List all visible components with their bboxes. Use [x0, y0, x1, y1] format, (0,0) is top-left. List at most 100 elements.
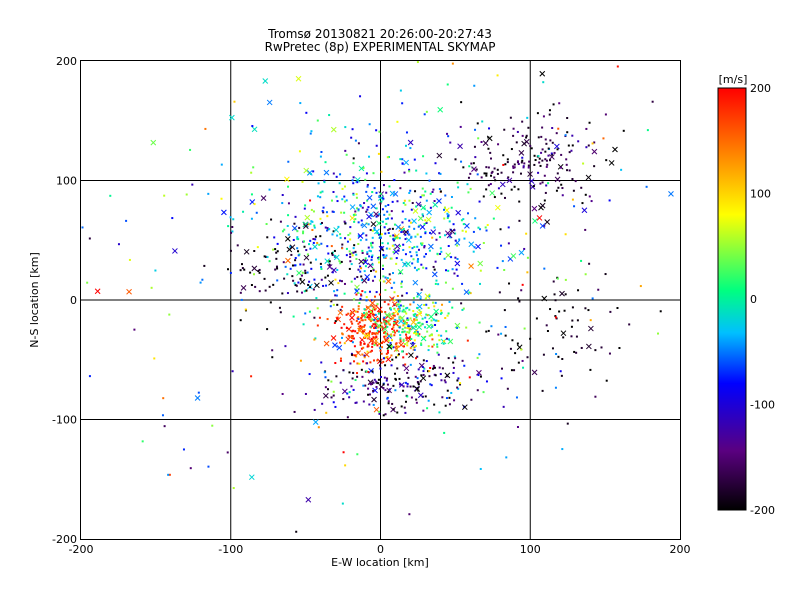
- data-point: [268, 188, 271, 191]
- data-point: [372, 279, 375, 282]
- data-point: [477, 226, 480, 229]
- data-point: [404, 326, 407, 329]
- data-point: [399, 337, 402, 340]
- data-point: [453, 229, 456, 232]
- data-point: [422, 155, 425, 158]
- data-point: [389, 308, 392, 311]
- data-point-x: [412, 279, 419, 286]
- data-point: [377, 258, 380, 261]
- data-point: [326, 215, 329, 218]
- data-point: [482, 241, 485, 244]
- data-point: [469, 292, 472, 295]
- data-point: [645, 185, 648, 188]
- data-point: [659, 310, 662, 313]
- data-point: [349, 232, 352, 235]
- data-point: [512, 134, 515, 137]
- data-point: [355, 355, 358, 358]
- data-point: [594, 349, 597, 352]
- data-point: [382, 184, 385, 187]
- data-point: [366, 345, 369, 348]
- data-point: [243, 268, 246, 271]
- data-point: [319, 262, 322, 265]
- data-point: [199, 281, 202, 284]
- data-point: [350, 353, 353, 356]
- data-point: [323, 181, 326, 184]
- data-point: [414, 345, 417, 348]
- data-point: [421, 213, 424, 216]
- data-point: [452, 223, 455, 226]
- data-point: [291, 275, 294, 278]
- data-point: [409, 347, 412, 350]
- data-point: [398, 377, 401, 380]
- data-point: [407, 325, 410, 328]
- data-point: [400, 258, 403, 261]
- data-point: [461, 359, 464, 362]
- data-point-x: [323, 169, 330, 176]
- data-point: [368, 403, 371, 406]
- data-point-x: [407, 139, 414, 146]
- data-point: [316, 119, 319, 122]
- data-point: [426, 370, 429, 373]
- data-point: [423, 367, 426, 370]
- data-point: [400, 231, 403, 234]
- data-point: [371, 345, 374, 348]
- data-point: [404, 320, 407, 323]
- data-point: [419, 380, 422, 383]
- data-point: [399, 316, 402, 319]
- data-point: [337, 225, 340, 228]
- data-point-x: [541, 295, 548, 302]
- data-point: [446, 217, 449, 220]
- data-point: [469, 172, 472, 175]
- data-point: [414, 313, 417, 316]
- data-point: [474, 217, 477, 220]
- data-point: [363, 324, 366, 327]
- data-point: [536, 112, 539, 115]
- data-point: [518, 200, 521, 203]
- data-point: [570, 335, 573, 338]
- data-point: [587, 144, 590, 147]
- data-point-x: [588, 325, 594, 332]
- data-point: [373, 318, 376, 321]
- data-point: [385, 247, 388, 250]
- data-point: [299, 263, 302, 266]
- data-point: [404, 253, 407, 256]
- data-point: [318, 243, 321, 246]
- data-point: [439, 236, 442, 239]
- data-point: [379, 347, 382, 350]
- data-point: [332, 394, 335, 397]
- data-point: [497, 187, 500, 190]
- data-point: [310, 208, 313, 211]
- data-point: [344, 149, 347, 152]
- data-point: [341, 243, 344, 246]
- data-point: [315, 297, 318, 300]
- data-point: [372, 389, 375, 392]
- data-point: [588, 121, 591, 124]
- data-point: [541, 148, 544, 151]
- data-point: [271, 349, 274, 352]
- data-point: [454, 239, 457, 242]
- data-point: [281, 194, 284, 197]
- data-point: [453, 272, 456, 275]
- data-point: [320, 266, 323, 269]
- data-point: [516, 425, 519, 428]
- data-point: [391, 327, 394, 330]
- data-point: [313, 338, 316, 341]
- data-point: [357, 315, 360, 318]
- data-point: [434, 282, 437, 285]
- data-point: [444, 281, 447, 284]
- data-point: [336, 200, 339, 203]
- data-point: [355, 196, 358, 199]
- data-point: [378, 343, 381, 346]
- data-point: [334, 254, 337, 257]
- data-point: [557, 355, 560, 358]
- data-point: [408, 331, 411, 334]
- data-point: [281, 202, 284, 205]
- data-point: [141, 440, 144, 443]
- data-point: [301, 180, 304, 183]
- data-point: [346, 416, 349, 419]
- y-tick-label: -100: [52, 414, 77, 427]
- data-point-x: [361, 222, 368, 229]
- data-point-x: [373, 406, 380, 413]
- data-point: [485, 229, 488, 232]
- data-point: [413, 158, 416, 161]
